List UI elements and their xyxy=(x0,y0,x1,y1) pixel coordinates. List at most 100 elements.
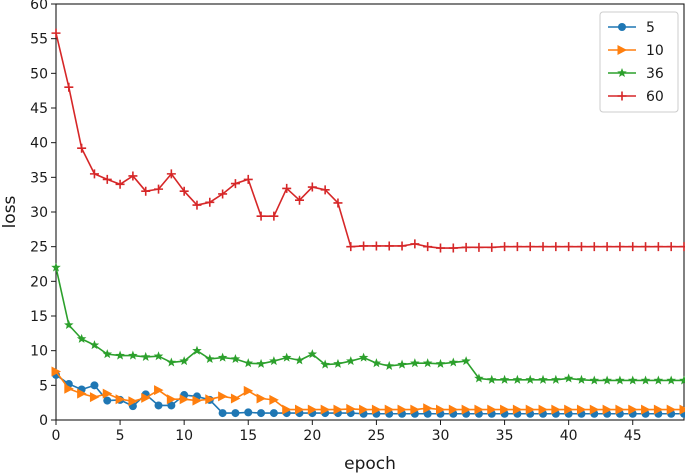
series-36-point xyxy=(410,358,420,368)
series-10-line xyxy=(55,370,684,411)
series-36-point xyxy=(461,356,471,366)
series-36-point xyxy=(346,356,356,366)
series-36-point xyxy=(256,358,266,368)
series-10-point xyxy=(551,404,561,415)
series-36-point xyxy=(294,355,305,365)
series-60-point xyxy=(256,211,266,221)
series-10-point xyxy=(474,404,484,415)
y-tick-label: 60 xyxy=(30,0,48,13)
series-5-point xyxy=(257,409,266,418)
plot-frame xyxy=(55,3,685,421)
legend-item-36: 36 xyxy=(608,66,664,82)
series-10-point xyxy=(435,404,446,415)
series-36-point xyxy=(448,357,459,367)
series-36-point xyxy=(538,374,548,384)
series-60-point xyxy=(333,198,343,208)
series-10-point xyxy=(102,388,113,399)
legend-box xyxy=(599,11,679,113)
series-10-point xyxy=(679,404,685,415)
series-36-point xyxy=(627,375,638,385)
series-10-point xyxy=(256,393,267,404)
series-36-point xyxy=(358,352,369,362)
series-10-point xyxy=(346,403,356,414)
legend-label: 36 xyxy=(646,66,664,82)
series-60-point xyxy=(423,242,433,252)
series-10-point xyxy=(666,404,677,415)
series-10-point xyxy=(359,404,369,415)
series-60 xyxy=(51,28,685,253)
series-60-point xyxy=(89,169,99,179)
series-60-point xyxy=(51,28,61,38)
series-60-point xyxy=(166,169,176,179)
series-36-point xyxy=(281,352,292,362)
y-tick-label: 5 xyxy=(39,378,48,394)
series-10-point xyxy=(500,404,510,415)
series-60-point xyxy=(576,242,586,252)
series-36-point xyxy=(320,359,330,369)
series-36-point xyxy=(551,374,561,384)
series-60-point xyxy=(641,242,651,252)
series-60-point xyxy=(525,242,535,252)
series-10-point xyxy=(77,388,87,399)
series-36-point xyxy=(666,375,676,385)
series-10-point xyxy=(487,404,497,415)
series-36-point xyxy=(525,374,535,384)
series-36 xyxy=(51,262,685,385)
series-10-point xyxy=(538,404,549,415)
x-tick-label: 40 xyxy=(560,428,578,444)
series-10-point xyxy=(166,394,177,405)
series-36-point xyxy=(243,358,253,368)
series-60-point xyxy=(474,242,484,252)
series-10-point xyxy=(205,394,215,405)
y-tick-label: 35 xyxy=(30,170,48,186)
y-tick-label: 50 xyxy=(30,66,48,82)
series-10-point xyxy=(512,404,523,415)
y-tick-label: 30 xyxy=(30,205,48,221)
series-60-point xyxy=(435,243,445,253)
series-60-point xyxy=(307,182,317,192)
series-5-point xyxy=(218,409,227,418)
series-10-point xyxy=(230,393,241,404)
series-60-point xyxy=(115,179,125,189)
series-36-point xyxy=(153,351,164,361)
legend-item-60: 60 xyxy=(608,89,664,105)
y-tick-label: 45 xyxy=(30,101,48,117)
series-10-point xyxy=(179,394,190,405)
series-36-point xyxy=(589,375,600,385)
series-60-point xyxy=(512,242,522,252)
series-10-point xyxy=(141,392,151,403)
legend-item-10: 10 xyxy=(608,43,664,59)
series-36-point xyxy=(512,374,523,384)
series-60-point xyxy=(384,241,394,251)
series-60-point xyxy=(500,242,510,252)
series-10-point xyxy=(269,394,279,405)
series-36-point xyxy=(230,353,241,364)
series-36-point xyxy=(115,350,125,360)
x-tick-label: 0 xyxy=(52,428,61,444)
x-tick-label: 20 xyxy=(303,428,321,444)
series-60-point xyxy=(666,242,676,252)
series-10-point xyxy=(423,403,433,414)
x-tick-label: 45 xyxy=(624,428,642,444)
series-60-point xyxy=(282,183,292,193)
series-60-point xyxy=(487,242,497,252)
series-60-point xyxy=(192,200,202,210)
series-36-point xyxy=(640,375,651,385)
series-60-point xyxy=(218,189,228,199)
series-10-point xyxy=(307,404,318,415)
series-36-point xyxy=(269,356,279,366)
series-60-point xyxy=(141,186,151,196)
series-10-point xyxy=(128,396,138,407)
legend-item-5: 5 xyxy=(608,20,655,36)
series-36-point xyxy=(51,262,61,272)
series-10-point xyxy=(397,404,408,415)
series-60-point xyxy=(102,174,112,184)
legend-label: 60 xyxy=(646,89,664,105)
legend-label: 5 xyxy=(646,20,655,36)
x-tick-label: 25 xyxy=(367,428,385,444)
series-36-point xyxy=(487,374,497,384)
series-10-point xyxy=(282,404,292,415)
series-10-point xyxy=(154,385,164,396)
series-60-point xyxy=(538,242,548,252)
